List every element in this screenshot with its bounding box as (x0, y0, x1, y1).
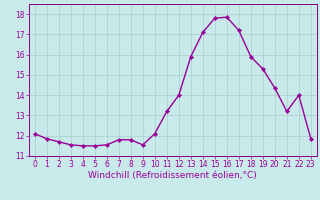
X-axis label: Windchill (Refroidissement éolien,°C): Windchill (Refroidissement éolien,°C) (88, 171, 257, 180)
